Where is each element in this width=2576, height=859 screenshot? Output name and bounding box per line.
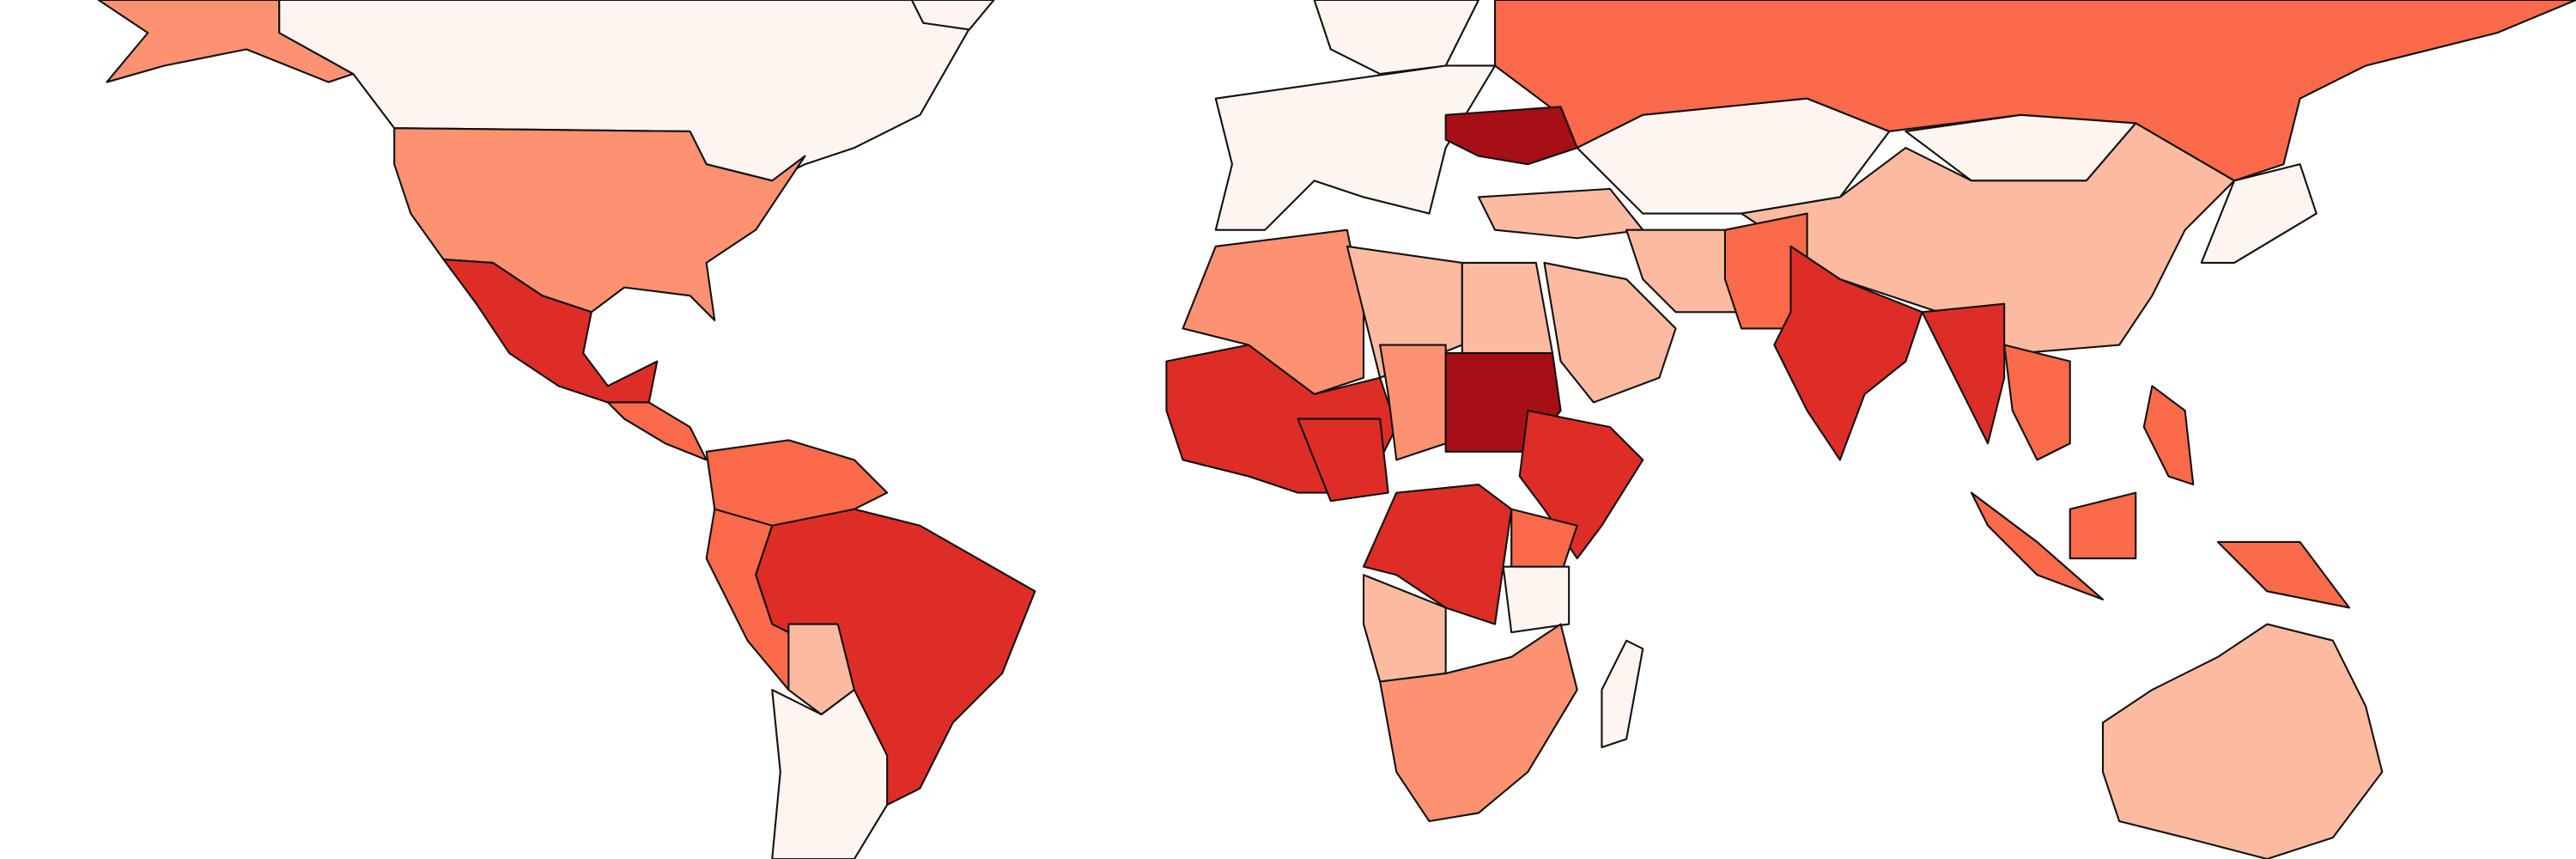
region [1741,122,2236,355]
region [1625,228,1743,314]
region [1601,639,1644,749]
region [1379,344,1447,461]
region [1477,187,1644,240]
region [1970,491,2105,600]
region [1921,302,2006,445]
region [1379,623,1578,823]
region [2200,163,2318,264]
region [1773,245,1923,461]
region [606,401,708,461]
region [2069,491,2137,560]
region [2101,623,2384,859]
region [442,259,659,404]
region [910,0,995,31]
region [771,689,889,859]
region [1182,228,1365,395]
region [1502,565,1571,634]
region [2003,344,2071,461]
region [1362,484,1513,625]
region [1444,106,1578,166]
region [1461,261,1554,355]
region [1214,64,1497,231]
region [2216,540,2351,609]
region [393,127,806,321]
region [2142,385,2195,486]
region [1543,261,1677,404]
region [1518,409,1644,560]
region [1297,417,1389,503]
